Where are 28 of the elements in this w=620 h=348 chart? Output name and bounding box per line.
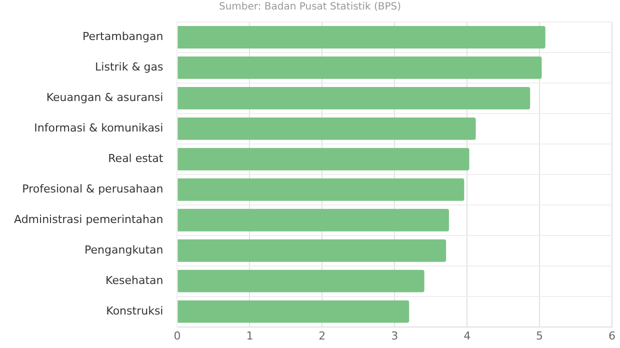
y-tick-label: Profesional & perusahaan	[22, 182, 164, 196]
bar	[178, 56, 542, 79]
bar	[178, 239, 446, 262]
y-tick-label: Keuangan & asuransi	[46, 91, 164, 104]
bar	[178, 270, 424, 292]
x-tick-label: 6	[608, 329, 616, 342]
x-tick-label: 2	[318, 329, 326, 342]
x-tick-label: 1	[246, 329, 254, 342]
bar	[178, 300, 410, 323]
bar	[178, 117, 476, 140]
bar	[178, 26, 546, 48]
y-tick-label: Real estat	[108, 152, 164, 166]
y-tick-label: Pengangkutan	[84, 243, 164, 256]
x-tick-label: 5	[536, 329, 544, 342]
bar	[178, 86, 530, 110]
y-tick-label: Pertambangan	[82, 30, 164, 44]
text: Sumber: Badan Pusat Statistik (BPS)	[218, 2, 402, 13]
bar	[178, 148, 470, 170]
y-tick-label: Administrasi pemerintahan	[14, 212, 164, 226]
x-tick-label: 0	[174, 329, 181, 342]
y-tick-label: Listrik & gas	[95, 60, 164, 74]
x-tick-label: 4	[464, 329, 471, 342]
y-tick-label: Kesehatan	[106, 274, 164, 287]
bar	[178, 178, 464, 201]
x-tick-label: 3	[391, 329, 398, 342]
y-tick-label: Informasi & komunikasi	[34, 122, 164, 135]
y-tick-label: Konstruksi	[106, 304, 164, 318]
bar	[178, 208, 449, 232]
